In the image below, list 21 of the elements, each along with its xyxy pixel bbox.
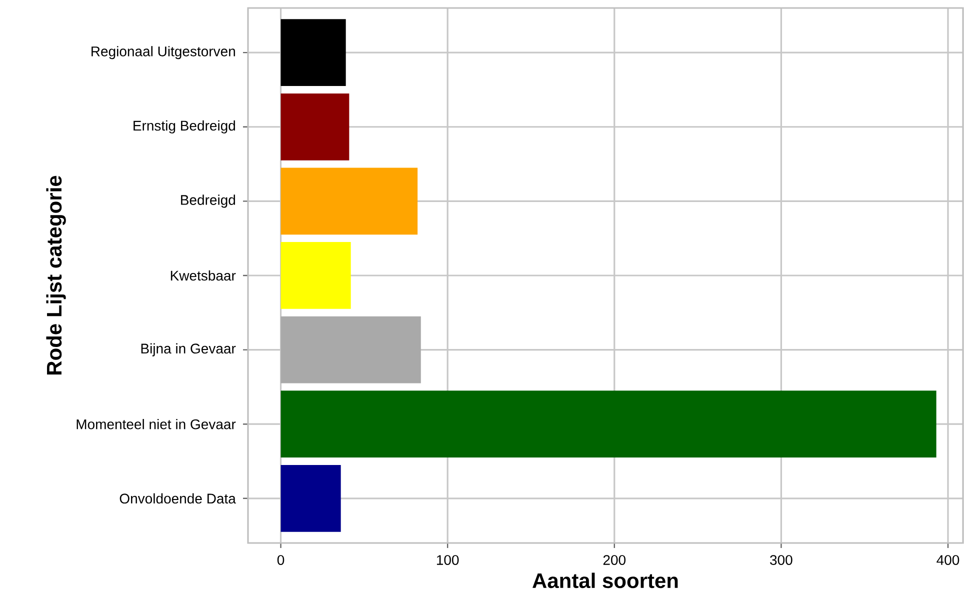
x-tick-label: 300: [770, 555, 792, 565]
bar: [280, 168, 418, 235]
x-tick-label: 0: [277, 555, 284, 565]
x-tick-label: 200: [603, 555, 626, 565]
bar: [280, 464, 341, 532]
x-axis-title: Aantal soorten: [532, 572, 678, 588]
y-tick-label: Onvoldoende Data: [120, 493, 236, 504]
x-tick-label: 400: [936, 555, 960, 565]
bar: [280, 316, 421, 384]
bar: [280, 242, 351, 309]
bar: [280, 19, 346, 86]
y-tick-label: Ernstig Bedreigd: [134, 120, 235, 134]
y-tick-label: Momenteel niet in Gevaar: [76, 418, 236, 430]
bar: [280, 390, 936, 458]
y-axis-title: Rode Lijst categorie: [46, 176, 66, 374]
y-tick-label: Bijna in Gevaar: [141, 343, 236, 356]
y-tick-label: Regionaal Uitgestorven: [92, 46, 235, 60]
x-tick-label: 100: [436, 555, 459, 565]
y-tick-label: Kwetsbaar: [170, 270, 236, 281]
y-tick-label: Bedreigd: [181, 194, 236, 208]
bar: [280, 93, 350, 160]
